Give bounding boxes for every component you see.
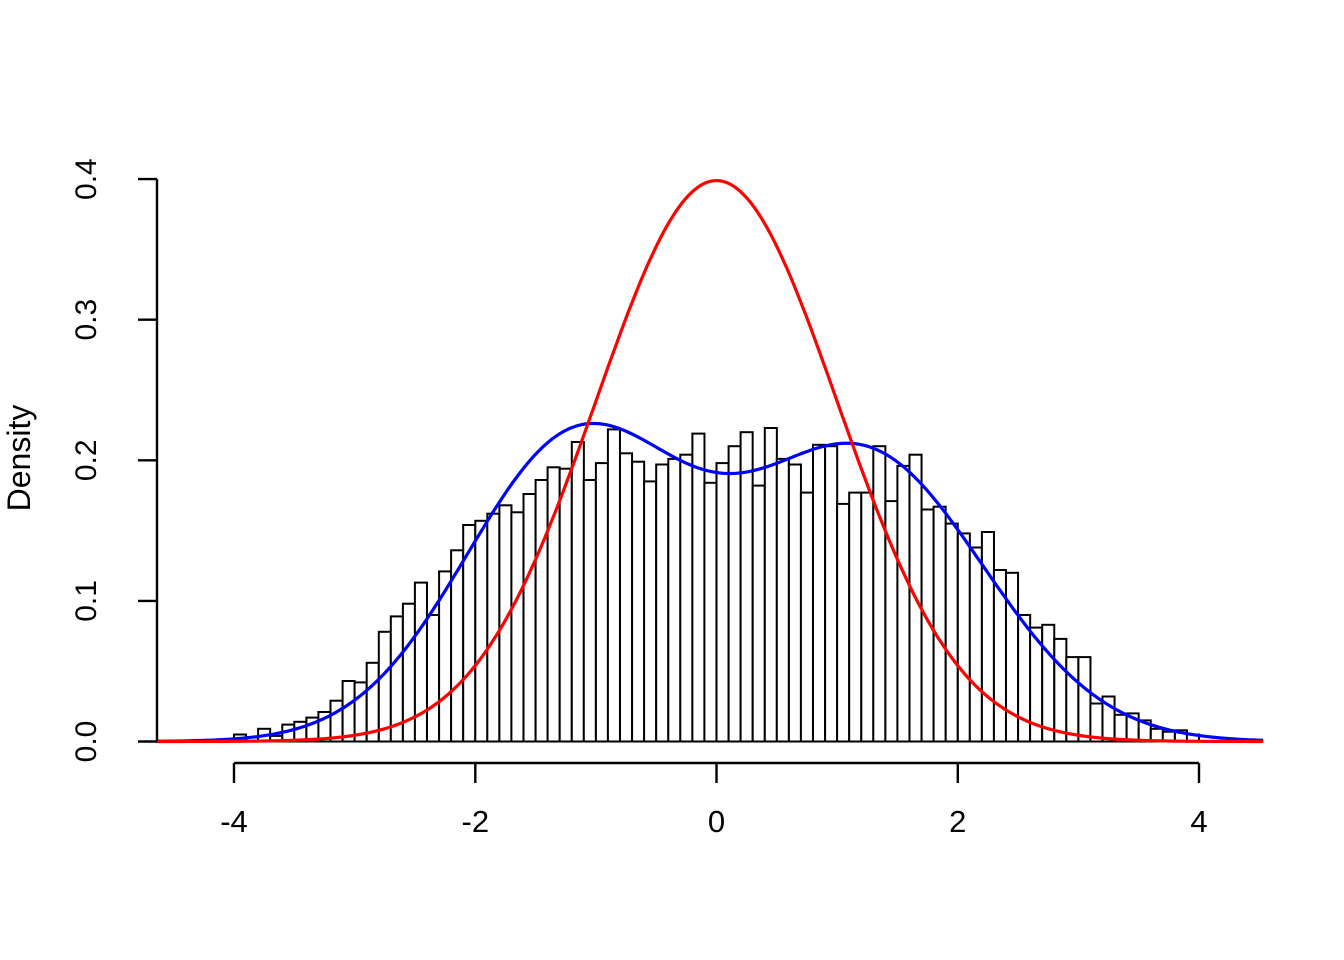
x-tick-label: 0 [708, 804, 725, 839]
histogram-bar [619, 452, 634, 743]
histogram-bar [1077, 656, 1092, 743]
y-tick-label: 0.0 [70, 721, 103, 763]
histogram-bar [1041, 623, 1056, 743]
histogram-bar [703, 481, 718, 743]
y-tick-label: 0.1 [70, 580, 103, 622]
histogram-bar [606, 428, 621, 743]
x-tick-label: 2 [949, 804, 966, 839]
histogram-bar [787, 463, 802, 743]
histogram-bar [655, 463, 670, 743]
y-tick-label: 0.3 [70, 299, 103, 341]
histogram-bar [980, 531, 995, 743]
histogram-bar [426, 614, 441, 743]
histogram-bar [498, 504, 513, 743]
axes: 0.0 0.1 0.2 0.3 0.4 -4 -2 0 2 4 [70, 158, 1208, 839]
histogram-bar [329, 699, 344, 743]
histogram-bar [812, 443, 827, 743]
y-tick-label: 0.2 [70, 439, 103, 481]
histogram-bar [631, 460, 646, 743]
histogram-bar [486, 512, 501, 743]
histogram-bar [932, 505, 947, 743]
histogram-bar [534, 479, 549, 743]
histogram-bar [558, 467, 573, 743]
x-tick-label: -4 [220, 804, 248, 839]
histogram-bar [775, 457, 790, 743]
histogram-bar [377, 630, 392, 743]
histogram-bar [824, 445, 839, 743]
density-curves [155, 178, 1264, 744]
histogram-bar [727, 445, 742, 743]
histogram-bar [968, 546, 983, 743]
histogram-bar [799, 491, 814, 743]
histogram-bar [872, 445, 887, 743]
histogram-bar [751, 484, 766, 743]
histogram-bar [836, 502, 851, 743]
histogram-bar [643, 480, 658, 743]
x-tick-label: -2 [462, 804, 490, 839]
histogram-bar [715, 462, 730, 743]
histogram-bar [860, 491, 875, 743]
histogram-bar [848, 491, 863, 743]
kernel-density-estimate-curve [155, 421, 1264, 743]
histogram-bar [896, 464, 911, 743]
x-tick-label: 4 [1190, 804, 1207, 839]
histogram-bar [522, 493, 537, 743]
y-tick-label: 0.4 [70, 158, 103, 200]
histogram-bar [510, 511, 525, 743]
histogram-bar [594, 462, 609, 743]
histogram-bar [1113, 713, 1128, 743]
histogram-bar [570, 441, 585, 743]
histogram-bar [691, 432, 706, 743]
y-axis-title: Density [1, 405, 37, 512]
histogram-bar [739, 431, 754, 743]
histogram-bar [763, 427, 778, 743]
histogram-bar [956, 532, 971, 743]
histogram-bar [1053, 637, 1068, 743]
histogram-bar [341, 680, 356, 743]
histogram-bar [1065, 656, 1080, 743]
histogram-bar [582, 479, 597, 743]
histogram-bar [944, 522, 959, 743]
histogram-bar [679, 453, 694, 743]
standard-normal-density-curve [155, 178, 1264, 744]
histogram-bar [667, 457, 682, 743]
histogram-bar [474, 519, 489, 743]
histogram-bars [233, 427, 1200, 743]
